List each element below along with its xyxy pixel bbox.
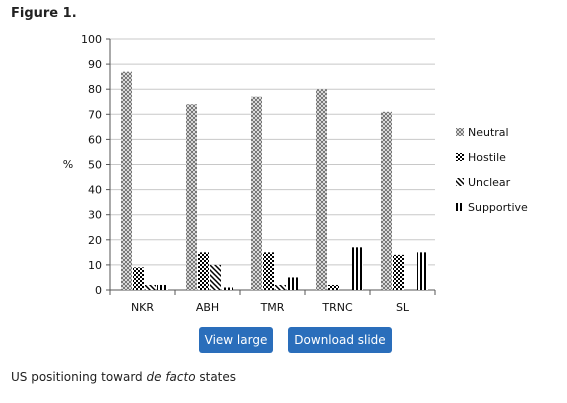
y-tick-label: 60 xyxy=(88,133,102,146)
y-tick-label: 100 xyxy=(81,33,102,46)
bar-supportive-sl xyxy=(417,252,428,290)
y-tick-label: 90 xyxy=(88,58,102,71)
bar-hostile-nkr xyxy=(133,267,144,290)
legend-swatch-unclear xyxy=(456,178,464,186)
bar-unclear-tmr xyxy=(275,284,286,290)
legend-label-neutral: Neutral xyxy=(468,126,509,139)
caption-suffix: states xyxy=(195,370,237,384)
y-tick-label: 0 xyxy=(95,284,102,297)
legend-label-hostile: Hostile xyxy=(468,151,506,164)
bar-neutral-nkr xyxy=(121,71,132,290)
x-tick-label: TMR xyxy=(260,301,285,314)
bar-unclear-nkr xyxy=(145,284,156,290)
y-tick-label: 40 xyxy=(88,184,102,197)
bar-unclear-abh xyxy=(210,264,221,290)
bar-supportive-abh xyxy=(222,287,233,290)
y-axis-label: % xyxy=(63,158,73,171)
view-large-button[interactable]: View large xyxy=(199,327,273,353)
caption-italic: de facto xyxy=(146,370,196,384)
x-tick-label: TRNC xyxy=(321,301,353,314)
bar-hostile-tmr xyxy=(263,252,274,290)
y-tick-label: 10 xyxy=(88,259,102,272)
bar-supportive-nkr xyxy=(157,284,168,290)
y-tick-label: 50 xyxy=(88,159,102,172)
bar-neutral-abh xyxy=(186,104,197,290)
x-tick-label: ABH xyxy=(196,301,219,314)
x-tick-label: SL xyxy=(396,301,410,314)
caption-prefix: US positioning toward xyxy=(11,370,147,384)
y-tick-label: 70 xyxy=(88,108,102,121)
bar-neutral-tmr xyxy=(251,96,262,290)
y-tick-label: 30 xyxy=(88,209,102,222)
legend-label-unclear: Unclear xyxy=(468,176,511,189)
bar-hostile-abh xyxy=(198,252,209,290)
bar-hostile-trnc xyxy=(328,284,339,290)
bar-hostile-sl xyxy=(393,254,404,290)
legend-swatch-hostile xyxy=(456,153,464,161)
download-slide-button[interactable]: Download slide xyxy=(288,327,392,353)
figure-label: Figure 1. xyxy=(11,6,77,21)
x-tick-label: NKR xyxy=(131,301,154,314)
y-tick-label: 20 xyxy=(88,234,102,247)
bar-supportive-trnc xyxy=(352,247,363,290)
legend-label-supportive: Supportive xyxy=(468,201,528,214)
bar-neutral-trnc xyxy=(316,89,327,290)
y-tick-label: 80 xyxy=(88,83,102,96)
bar-neutral-sl xyxy=(381,111,392,290)
legend-swatch-neutral xyxy=(456,128,464,136)
bar-chart: 0 10 20 30 40 50 60 70 80 90 100% NKR ABH TMR TRNC SL N… xyxy=(63,33,528,314)
bar-supportive-tmr xyxy=(287,277,298,290)
figure-caption: US positioning toward de facto states xyxy=(11,370,236,384)
legend-swatch-supportive xyxy=(456,203,464,211)
